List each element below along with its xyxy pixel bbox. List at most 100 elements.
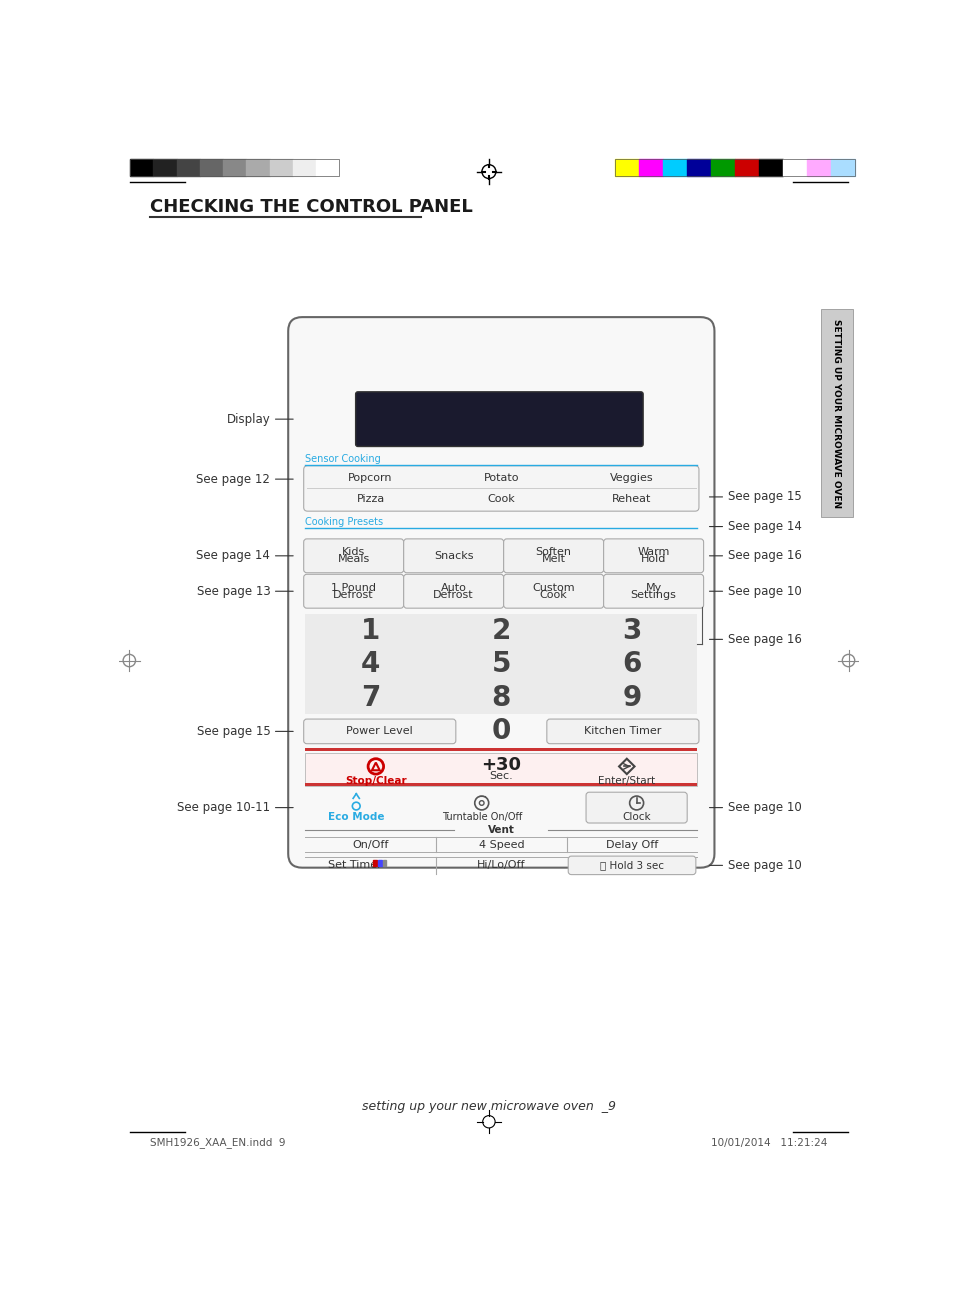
Text: Hi/Lo/Off: Hi/Lo/Off xyxy=(476,861,525,870)
Text: 1: 1 xyxy=(360,617,380,645)
Text: Soften: Soften xyxy=(535,548,571,557)
Bar xyxy=(246,160,270,177)
Text: Kitchen Timer: Kitchen Timer xyxy=(583,726,660,736)
Text: On/Off: On/Off xyxy=(352,840,389,850)
FancyBboxPatch shape xyxy=(303,574,403,608)
Text: Cook: Cook xyxy=(539,590,567,599)
Text: See page 14: See page 14 xyxy=(196,549,270,562)
Text: 0: 0 xyxy=(491,717,511,746)
Bar xyxy=(293,160,315,177)
Text: See page 16: See page 16 xyxy=(727,633,801,646)
Bar xyxy=(305,748,697,751)
Bar xyxy=(759,160,782,177)
Text: 1 Pound: 1 Pound xyxy=(331,583,375,593)
FancyBboxPatch shape xyxy=(603,539,703,573)
Text: 4 Speed: 4 Speed xyxy=(478,840,523,850)
Text: Eco Mode: Eco Mode xyxy=(328,812,384,821)
Text: SMH1926_XAA_EN.indd  9: SMH1926_XAA_EN.indd 9 xyxy=(150,1137,286,1148)
Bar xyxy=(305,615,697,714)
Text: 2: 2 xyxy=(491,617,511,645)
Text: See page 10: See page 10 xyxy=(727,859,801,872)
FancyBboxPatch shape xyxy=(503,539,603,573)
Bar xyxy=(315,160,339,177)
Bar xyxy=(297,327,704,459)
Text: See page 16: See page 16 xyxy=(727,549,801,562)
Text: CHECKING THE CONTROL PANEL: CHECKING THE CONTROL PANEL xyxy=(150,198,473,216)
Text: Power Level: Power Level xyxy=(346,726,413,736)
Text: 🔒 Hold 3 sec: 🔒 Hold 3 sec xyxy=(599,861,663,870)
Text: See page 13: See page 13 xyxy=(196,585,270,598)
Text: See page 12: See page 12 xyxy=(196,472,270,485)
FancyBboxPatch shape xyxy=(503,574,603,608)
Text: Meals: Meals xyxy=(337,555,370,564)
Text: Defrost: Defrost xyxy=(333,590,374,599)
Text: Delay Off: Delay Off xyxy=(605,840,658,850)
Bar xyxy=(806,160,831,177)
Bar xyxy=(199,160,223,177)
Bar xyxy=(831,160,855,177)
Text: 8: 8 xyxy=(491,684,511,712)
Bar xyxy=(820,310,852,518)
Bar xyxy=(130,160,153,177)
FancyBboxPatch shape xyxy=(568,857,695,875)
Text: Set Timer: Set Timer xyxy=(328,861,381,870)
Text: Stop/Clear: Stop/Clear xyxy=(345,777,406,786)
Text: setting up your new microwave oven  _9: setting up your new microwave oven _9 xyxy=(361,1100,616,1113)
Bar xyxy=(305,753,697,786)
Bar xyxy=(382,859,386,866)
Text: Snacks: Snacks xyxy=(434,551,473,561)
FancyBboxPatch shape xyxy=(403,539,503,573)
Bar xyxy=(176,160,199,177)
Text: See page 10: See page 10 xyxy=(727,800,801,814)
Bar xyxy=(223,160,246,177)
Text: Cooking Presets: Cooking Presets xyxy=(305,517,383,527)
Text: Defrost: Defrost xyxy=(433,590,474,599)
Bar xyxy=(782,160,806,177)
Text: Kids: Kids xyxy=(342,548,365,557)
Text: My: My xyxy=(645,583,661,593)
Text: Vent: Vent xyxy=(487,825,515,835)
Text: Sec.: Sec. xyxy=(489,770,513,781)
FancyBboxPatch shape xyxy=(288,317,714,867)
Bar xyxy=(711,160,735,177)
FancyBboxPatch shape xyxy=(303,466,699,511)
Bar xyxy=(130,160,339,177)
Text: Display: Display xyxy=(227,412,270,425)
Text: 4: 4 xyxy=(360,650,380,679)
Text: SETTING UP YOUR MICROWAVE OVEN: SETTING UP YOUR MICROWAVE OVEN xyxy=(832,319,841,508)
Text: 9: 9 xyxy=(621,684,641,712)
FancyBboxPatch shape xyxy=(603,574,703,608)
Bar xyxy=(615,160,855,177)
Text: Cook: Cook xyxy=(487,494,515,504)
Text: Custom: Custom xyxy=(532,583,575,593)
Text: +30: +30 xyxy=(481,756,520,774)
Text: 7: 7 xyxy=(360,684,380,712)
Text: 10/01/2014   11:21:24: 10/01/2014 11:21:24 xyxy=(711,1138,827,1147)
FancyBboxPatch shape xyxy=(303,539,403,573)
Bar xyxy=(735,160,759,177)
Text: Clock: Clock xyxy=(621,812,650,821)
FancyBboxPatch shape xyxy=(403,574,503,608)
Bar xyxy=(639,160,662,177)
Text: Turntable On/Off: Turntable On/Off xyxy=(441,812,521,821)
Text: See page 15: See page 15 xyxy=(196,725,270,738)
Bar xyxy=(662,160,686,177)
Text: Melt: Melt xyxy=(541,555,565,564)
Text: See page 10: See page 10 xyxy=(727,585,801,598)
Text: Pizza: Pizza xyxy=(356,494,384,504)
Text: See page 10-11: See page 10-11 xyxy=(177,800,270,814)
Text: Potato: Potato xyxy=(483,473,518,483)
Text: See page 15: See page 15 xyxy=(727,490,801,504)
FancyBboxPatch shape xyxy=(355,392,642,446)
Text: Auto: Auto xyxy=(440,583,466,593)
FancyBboxPatch shape xyxy=(303,719,456,744)
Bar xyxy=(373,859,376,866)
Text: Warm: Warm xyxy=(637,548,669,557)
FancyBboxPatch shape xyxy=(546,719,699,744)
Bar xyxy=(686,160,711,177)
Text: 3: 3 xyxy=(621,617,641,645)
Bar xyxy=(270,160,293,177)
Text: Popcorn: Popcorn xyxy=(348,473,393,483)
Text: Hold: Hold xyxy=(640,555,665,564)
Text: Sensor Cooking: Sensor Cooking xyxy=(305,454,380,464)
